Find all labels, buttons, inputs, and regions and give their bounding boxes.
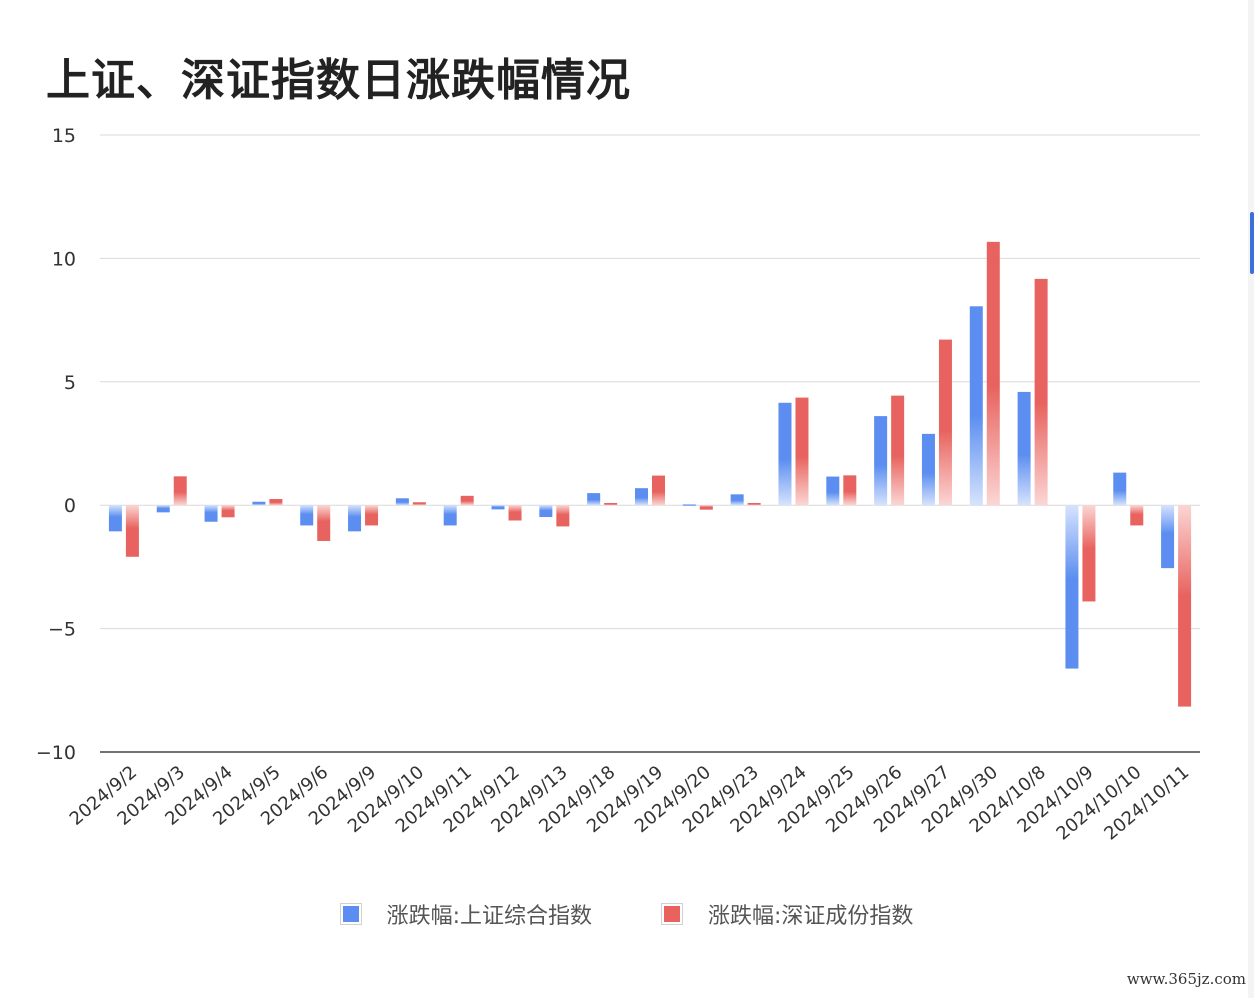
legend-label-shenzhen: 涨跌幅:深证成份指数 [708, 904, 914, 929]
y-tick-label: 5 [64, 372, 76, 394]
y-tick-label: 15 [52, 125, 76, 147]
legend: 涨跌幅:上证综合指数 涨跌幅:深证成份指数 [0, 898, 1254, 930]
chart-title: 上证、深证指数日涨跌幅情况 [46, 55, 631, 106]
bar-shenzhen[interactable] [699, 505, 713, 510]
legend-label-shanghai: 涨跌幅:上证综合指数 [386, 904, 592, 929]
y-tick-labels: 15 10 5 0 −5 −10 [36, 125, 76, 764]
legend-swatch-shanghai [339, 903, 362, 925]
legend-swatch-shenzhen [661, 903, 683, 925]
bar-shanghai[interactable] [443, 505, 457, 526]
scrollbar-thumb[interactable] [1250, 212, 1254, 274]
bar-shenzhen[interactable] [604, 502, 618, 506]
bar-shanghai[interactable] [826, 476, 840, 506]
bar-shanghai[interactable] [778, 402, 792, 506]
bar-shanghai[interactable] [252, 501, 266, 506]
bar-shenzhen[interactable] [1178, 505, 1192, 707]
legend-item-shanghai[interactable]: 涨跌幅:上证综合指数 [339, 898, 592, 930]
bar-shenzhen[interactable] [652, 475, 665, 506]
bar-shenzhen[interactable] [986, 241, 1000, 506]
bar-shenzhen[interactable] [747, 502, 761, 506]
bar-shenzhen[interactable] [795, 397, 809, 506]
bar-shanghai[interactable] [635, 488, 648, 506]
y-tick-label: −10 [36, 742, 76, 764]
bar-shanghai[interactable] [348, 505, 362, 532]
bar-shenzhen[interactable] [843, 475, 857, 506]
bar-shenzhen[interactable] [412, 502, 426, 506]
bar-shanghai[interactable] [1161, 505, 1175, 569]
scrollbar-track[interactable] [1248, 0, 1254, 998]
bar-shanghai[interactable] [491, 505, 505, 510]
bar-shanghai[interactable] [730, 494, 744, 506]
bar-shanghai[interactable] [1017, 391, 1031, 506]
bar-shanghai[interactable] [539, 505, 553, 518]
watermark: www.365jz.com [1126, 970, 1246, 988]
bar-shenzhen[interactable] [221, 505, 235, 518]
y-tick-label: −5 [48, 619, 76, 641]
bar-shanghai[interactable] [108, 505, 122, 532]
bar-shanghai[interactable] [300, 505, 314, 526]
x-tick-labels: 2024/9/22024/9/32024/9/42024/9/52024/9/6… [66, 762, 1194, 845]
bar-chart: 15 10 5 0 −5 −10 2024/9/22024/9/32024/9/42024… [36, 125, 1200, 845]
bar-shanghai[interactable] [874, 416, 888, 506]
bar-shenzhen[interactable] [125, 505, 139, 557]
bar-shanghai[interactable] [395, 498, 409, 506]
bar-shenzhen[interactable] [269, 499, 283, 506]
bar-shanghai[interactable] [587, 493, 601, 506]
gridlines [100, 134, 1200, 753]
bar-shanghai[interactable] [1065, 505, 1079, 669]
y-tick-label: 10 [52, 248, 76, 270]
bar-shanghai[interactable] [204, 505, 218, 522]
bar-shanghai[interactable] [1113, 472, 1127, 506]
y-tick-label: 0 [64, 495, 76, 517]
bar-shenzhen[interactable] [1130, 505, 1144, 526]
bar-shanghai[interactable] [682, 504, 696, 506]
bar-shenzhen[interactable] [556, 505, 570, 527]
bars [108, 241, 1192, 707]
bar-shenzhen[interactable] [938, 339, 952, 506]
legend-item-shenzhen[interactable]: 涨跌幅:深证成份指数 [661, 898, 914, 930]
bar-shenzhen[interactable] [460, 495, 474, 506]
bar-shanghai[interactable] [921, 433, 935, 506]
bar-shenzhen[interactable] [173, 476, 187, 506]
bar-shenzhen[interactable] [317, 505, 331, 541]
bar-shenzhen[interactable] [508, 505, 522, 521]
bar-shenzhen[interactable] [891, 395, 905, 506]
bar-shenzhen[interactable] [1082, 505, 1096, 602]
bar-shenzhen[interactable] [1034, 278, 1048, 506]
bar-shanghai[interactable] [969, 306, 983, 506]
bar-shenzhen[interactable] [365, 505, 379, 526]
bar-shanghai[interactable] [156, 505, 170, 513]
